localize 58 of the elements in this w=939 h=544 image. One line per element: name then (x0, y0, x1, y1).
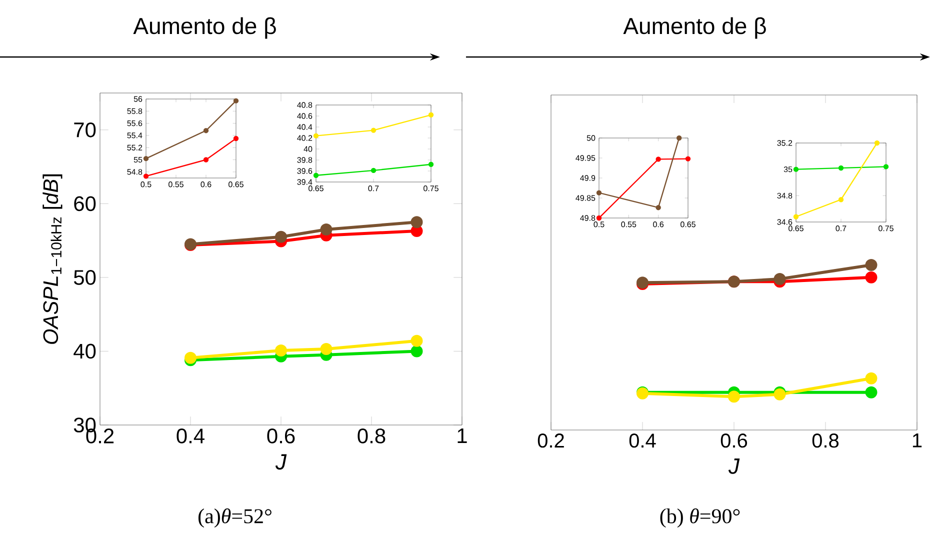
y-tick-label: 70 (74, 122, 96, 138)
x-tick-label: 0.7 (836, 226, 846, 232)
y-tick-label: 55.2 (127, 144, 142, 150)
y-tick-label: 40 (74, 344, 96, 359)
text: (b) θ=90° (660, 508, 740, 528)
x-tick-label: 0.6 (720, 434, 748, 448)
y-tick-label: 50 (74, 270, 96, 285)
y-tick-label: 40 (304, 146, 312, 152)
y-tick-label: 39.6 (297, 168, 312, 174)
text: (a)θ=52° (198, 508, 272, 528)
y-tick-label: 56 (134, 96, 142, 102)
x-tick-label: 0.65 (680, 222, 696, 228)
x-tick-label: 1 (912, 434, 922, 448)
y-tick-label: 35 (784, 166, 792, 172)
x-tick-label: 0.7 (368, 186, 379, 192)
y-tick-label: 55.4 (127, 132, 142, 138)
x-tick-label: 0.65 (788, 226, 804, 232)
y-tick-label: 34.8 (777, 192, 792, 198)
y-tick-label: 55 (134, 156, 142, 163)
x-tick-label: 0.2 (538, 434, 564, 448)
y-tick-label: 55.6 (127, 120, 142, 126)
y-tick-label: 49.9 (580, 175, 596, 181)
y-tick-label: 39.4 (297, 179, 312, 185)
x-tick-label: 0.5 (140, 182, 152, 188)
y-tick-label: 60 (74, 196, 96, 212)
chart-title: Aumento de β (133, 17, 276, 39)
y-tick-label: 40.4 (297, 124, 312, 130)
x-tick-label: 0.75 (424, 186, 438, 192)
y-tick-label: 39.8 (297, 157, 312, 163)
y-tick-label: 35.2 (777, 140, 792, 146)
y-tick-label: 50 (586, 135, 596, 141)
x-tick-label: 0.4 (629, 434, 656, 448)
x-tick-label: 0.8 (812, 434, 839, 448)
y-tick-label: 40.6 (297, 113, 312, 119)
y-tick-label: 55.8 (127, 108, 142, 114)
x-tick-label: 0.5 (594, 222, 604, 228)
x-axis-title: J (275, 454, 287, 470)
x-tick-label: 1 (458, 428, 467, 443)
y-tick-label: 34.6 (777, 219, 792, 225)
x-tick-label: 0.8 (358, 428, 386, 444)
y-tick-label: 49.95 (576, 155, 596, 161)
y-axis-title: OASPL$_{1−10kHz}$ [dB] (42, 174, 62, 344)
x-axis-title: J (728, 458, 740, 474)
y-tick-label: 49.85 (576, 195, 596, 201)
y-tick-label: 40.2 (297, 135, 312, 141)
x-tick-label: 0.65 (308, 186, 324, 192)
x-tick-label: 0.6 (200, 182, 212, 188)
x-tick-label: 0.55 (621, 222, 636, 228)
x-tick-label: 0.4 (176, 428, 204, 444)
y-tick-label: 54.8 (127, 169, 142, 175)
text: Aumento de β (623, 17, 766, 39)
x-tick-label: 0.65 (228, 182, 244, 188)
y-tick-label: 40.8 (297, 102, 312, 108)
x-tick-label: 0.6 (267, 428, 295, 444)
y-tick-label: 49.8 (580, 215, 596, 221)
x-tick-label: 0.55 (168, 182, 184, 188)
x-tick-label: 0.75 (878, 226, 894, 232)
x-tick-label: 0.6 (653, 222, 664, 228)
